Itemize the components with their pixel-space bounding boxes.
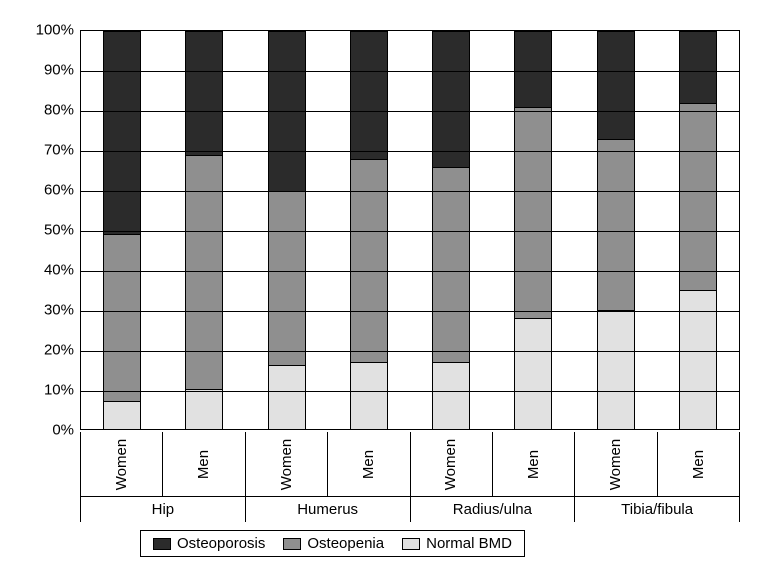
y-tick-label: 80% bbox=[44, 102, 74, 119]
bar-group bbox=[81, 31, 246, 429]
bar-group bbox=[246, 31, 411, 429]
y-tick-label: 20% bbox=[44, 342, 74, 359]
bar bbox=[103, 31, 141, 429]
y-tick-label: 50% bbox=[44, 222, 74, 239]
bar-segment-osteopenia bbox=[680, 103, 716, 290]
y-tick-label: 70% bbox=[44, 142, 74, 159]
bar-group bbox=[410, 31, 575, 429]
gridline bbox=[81, 151, 739, 152]
gridline bbox=[81, 311, 739, 312]
y-tick-label: 10% bbox=[44, 382, 74, 399]
x-group: Women Men Hip bbox=[80, 432, 246, 522]
bar bbox=[514, 31, 552, 429]
x-group-label: Humerus bbox=[246, 496, 410, 518]
x-sub-label-text: Men bbox=[690, 449, 707, 478]
bars-row bbox=[81, 31, 739, 429]
bar-segment-osteopenia bbox=[515, 107, 551, 317]
bar-segment-normal bbox=[104, 401, 140, 429]
bar-segment-osteoporosis bbox=[433, 32, 469, 167]
bar-segment-osteoporosis bbox=[104, 32, 140, 234]
bmd-stacked-bar-chart: 0% 10% 20% 30% 40% 50% 60% 70% 80% 90% 100% Women M… bbox=[20, 20, 760, 564]
y-tick-label: 90% bbox=[44, 62, 74, 79]
legend-swatch bbox=[283, 538, 301, 550]
y-tick-label: 40% bbox=[44, 262, 74, 279]
gridline bbox=[81, 191, 739, 192]
x-sub-label: Men bbox=[658, 432, 739, 496]
x-sub-label-text: Women bbox=[278, 438, 295, 489]
plot-area bbox=[80, 30, 740, 430]
y-axis: 0%10%20%30%40%50%60%70%80%90%100% bbox=[20, 30, 78, 430]
legend-item: Osteopenia bbox=[283, 535, 384, 552]
bar bbox=[268, 31, 306, 429]
legend: Osteoporosis Osteopenia Normal BMD bbox=[140, 530, 525, 557]
x-group: Women Men Humerus bbox=[246, 432, 411, 522]
x-sub-label: Women bbox=[81, 432, 163, 496]
y-tick-label: 60% bbox=[44, 182, 74, 199]
x-sub-label-text: Men bbox=[360, 449, 377, 478]
bar bbox=[432, 31, 470, 429]
legend-label: Normal BMD bbox=[426, 535, 512, 552]
legend-item: Osteoporosis bbox=[153, 535, 265, 552]
legend-label: Osteoporosis bbox=[177, 535, 265, 552]
x-group-label: Radius/ulna bbox=[411, 496, 575, 518]
x-sub-label: Men bbox=[493, 432, 574, 496]
x-group-label: Hip bbox=[81, 496, 245, 518]
bar bbox=[350, 31, 388, 429]
x-axis: Women Men Hip Women Men Humerus Women Men Radius… bbox=[80, 432, 740, 522]
y-tick-label: 30% bbox=[44, 302, 74, 319]
x-sub-label-text: Women bbox=[607, 438, 624, 489]
bar-segment-osteopenia bbox=[104, 234, 140, 401]
x-sub-label: Women bbox=[411, 432, 493, 496]
gridline bbox=[81, 71, 739, 72]
bar-segment-osteoporosis bbox=[351, 32, 387, 159]
gridline bbox=[81, 391, 739, 392]
legend-label: Osteopenia bbox=[307, 535, 384, 552]
x-sub-row: Women Men bbox=[575, 432, 739, 496]
y-tick-label: 100% bbox=[36, 22, 74, 39]
bar-segment-osteoporosis bbox=[186, 32, 222, 155]
y-tick-label: 0% bbox=[52, 422, 74, 439]
x-sub-row: Women Men bbox=[411, 432, 575, 496]
bar-segment-osteopenia bbox=[269, 191, 305, 366]
x-sub-label-text: Men bbox=[525, 449, 542, 478]
bar bbox=[185, 31, 223, 429]
x-sub-label-text: Women bbox=[443, 438, 460, 489]
x-group: Women Men Tibia/fibula bbox=[575, 432, 740, 522]
gridline bbox=[81, 351, 739, 352]
bar-segment-normal bbox=[186, 389, 222, 429]
bar-segment-normal bbox=[598, 310, 634, 429]
x-sub-label-text: Men bbox=[196, 449, 213, 478]
gridline bbox=[81, 111, 739, 112]
legend-swatch bbox=[153, 538, 171, 550]
bar-segment-normal bbox=[515, 318, 551, 429]
bar-segment-osteopenia bbox=[351, 159, 387, 361]
x-group-label: Tibia/fibula bbox=[575, 496, 739, 518]
legend-swatch bbox=[402, 538, 420, 550]
legend-item: Normal BMD bbox=[402, 535, 512, 552]
bar-segment-osteoporosis bbox=[680, 32, 716, 103]
bar bbox=[679, 31, 717, 429]
x-sub-label-text: Women bbox=[113, 438, 130, 489]
bar-group bbox=[575, 31, 740, 429]
bar-segment-normal bbox=[351, 362, 387, 429]
x-sub-row: Women Men bbox=[81, 432, 245, 496]
bar-segment-osteopenia bbox=[598, 139, 634, 310]
gridline bbox=[81, 231, 739, 232]
bar-segment-normal bbox=[433, 362, 469, 429]
bar bbox=[597, 31, 635, 429]
gridline bbox=[81, 271, 739, 272]
x-sub-label: Women bbox=[246, 432, 328, 496]
x-sub-row: Women Men bbox=[246, 432, 410, 496]
x-sub-label: Women bbox=[575, 432, 657, 496]
x-group: Women Men Radius/ulna bbox=[411, 432, 576, 522]
x-sub-label: Men bbox=[328, 432, 409, 496]
bar-segment-osteopenia bbox=[433, 167, 469, 362]
x-sub-label: Men bbox=[163, 432, 244, 496]
bar-segment-osteoporosis bbox=[598, 32, 634, 139]
bar-segment-normal bbox=[269, 365, 305, 429]
bar-segment-osteoporosis bbox=[515, 32, 551, 107]
